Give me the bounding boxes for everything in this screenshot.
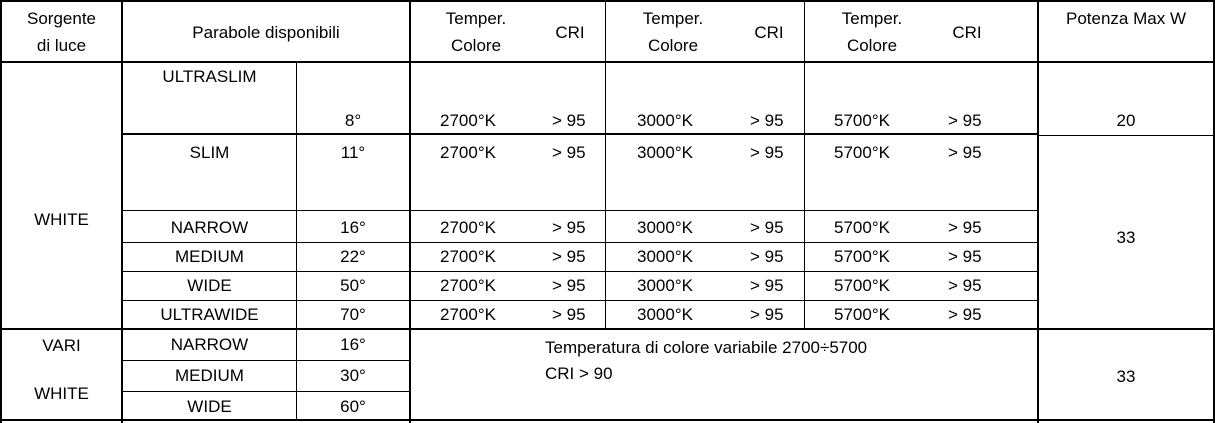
angle-ultrawide: 70° <box>340 305 366 324</box>
temp-value: 2700°K <box>440 143 496 162</box>
border-top <box>0 0 1215 2</box>
header-cri-3: CRI <box>952 23 982 42</box>
cri-value: > 95 <box>948 143 982 162</box>
header-temp-2: Temper. Colore <box>642 9 704 55</box>
cri-value: > 95 <box>552 143 586 162</box>
temp-value: 5700°K <box>834 218 890 237</box>
col-line-temp2 <box>605 0 606 330</box>
header-temp-1: Temper. Colore <box>445 9 507 55</box>
header-temp-3: Temper. Colore <box>841 9 903 55</box>
cri-value: > 95 <box>750 143 784 162</box>
cri-value: > 95 <box>552 276 586 295</box>
angle-narrow: 16° <box>340 218 366 237</box>
angle-medium: 22° <box>340 247 366 266</box>
border-left <box>0 0 2 423</box>
source-vari-white: WHITE <box>34 384 89 403</box>
section-rule <box>0 328 1215 330</box>
cri-value: > 95 <box>750 305 784 324</box>
reflector-slim: SLIM <box>189 143 230 162</box>
temp-value: 3000°K <box>637 218 693 237</box>
temp-value: 5700°K <box>834 247 890 266</box>
vari-row-line-2 <box>121 391 411 392</box>
cri-value: > 95 <box>750 111 784 130</box>
header-source-line1: Sorgente <box>27 9 96 28</box>
cri-value: > 95 <box>750 247 784 266</box>
reflector-narrow: NARROW <box>170 218 249 237</box>
temp-value: 5700°K <box>834 276 890 295</box>
col-line-source <box>121 0 123 423</box>
reflector-wide: WIDE <box>187 276 232 295</box>
row-line-5 <box>121 300 1039 301</box>
cri-value: > 95 <box>948 247 982 266</box>
source-white: WHITE <box>34 210 89 229</box>
temp-value: 3000°K <box>637 143 693 162</box>
vari-note-cri: CRI > 90 <box>545 364 613 383</box>
temp-value: 3000°K <box>637 111 693 130</box>
row-line-power <box>1037 135 1215 136</box>
vari-angle-wide: 60° <box>340 397 366 416</box>
temp-value: 2700°K <box>440 218 496 237</box>
cri-value: > 95 <box>750 276 784 295</box>
col-line-temp3 <box>804 0 805 330</box>
power-white: 33 <box>1116 228 1136 247</box>
temp-value: 5700°K <box>834 143 890 162</box>
temp-value: 3000°K <box>637 305 693 324</box>
header-source-line2: di luce <box>36 36 87 55</box>
vari-note-temperature: Temperatura di colore variabile 2700÷570… <box>545 338 868 357</box>
border-right <box>1213 0 1215 423</box>
header-cri-1: CRI <box>555 23 585 42</box>
header-rule <box>0 61 1215 63</box>
temp-value: 3000°K <box>637 247 693 266</box>
cri-value: > 95 <box>948 305 982 324</box>
vari-reflector-wide: WIDE <box>187 397 232 416</box>
vari-angle-narrow: 16° <box>340 335 366 354</box>
vari-reflector-narrow: NARROW <box>170 335 249 354</box>
row-line-4 <box>121 271 1039 272</box>
angle-ultraslim: 8° <box>344 111 362 130</box>
cri-value: > 95 <box>552 218 586 237</box>
angle-slim: 11° <box>340 143 366 162</box>
row-line-1 <box>121 133 1039 135</box>
source-vari: VARI <box>42 336 81 355</box>
cri-value: > 95 <box>948 276 982 295</box>
cri-value: > 95 <box>552 111 586 130</box>
header-cri-2: CRI <box>754 23 784 42</box>
temp-value: 2700°K <box>440 276 496 295</box>
temp-value: 3000°K <box>637 276 693 295</box>
temp-value: 5700°K <box>834 111 890 130</box>
cri-value: > 95 <box>552 247 586 266</box>
cri-value: > 95 <box>948 218 982 237</box>
row-line-3 <box>121 242 1039 243</box>
reflector-ultrawide: ULTRAWIDE <box>160 305 259 324</box>
vari-reflector-medium: MEDIUM <box>175 366 244 385</box>
reflector-ultraslim: ULTRASLIM <box>162 67 257 86</box>
temp-value: 2700°K <box>440 247 496 266</box>
border-bottom <box>0 419 1215 421</box>
header-source: Sorgente di luce <box>2 9 121 56</box>
angle-wide: 50° <box>340 276 366 295</box>
cri-value: > 95 <box>948 111 982 130</box>
power-ultraslim: 20 <box>1116 111 1136 130</box>
header-reflectors: Parabole disponibili <box>192 23 340 42</box>
power-vari: 33 <box>1116 367 1136 386</box>
temp-value: 5700°K <box>834 305 890 324</box>
cri-value: > 95 <box>750 218 784 237</box>
col-line-power <box>1037 0 1039 423</box>
temp-value: 2700°K <box>440 305 496 324</box>
row-line-2 <box>121 210 1039 211</box>
vari-angle-medium: 30° <box>340 366 366 385</box>
header-power: Potenza Max W <box>1066 9 1186 28</box>
vari-row-line-1 <box>121 360 411 361</box>
col-line-reflector <box>409 0 411 423</box>
cri-value: > 95 <box>552 305 586 324</box>
temp-value: 2700°K <box>440 111 496 130</box>
reflector-medium: MEDIUM <box>175 247 244 266</box>
